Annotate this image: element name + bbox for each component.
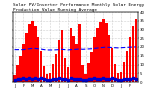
Point (75, 78, 78, 79)
Bar (69, 28, 72, 82)
Point (16, 78, 19, 79)
Point (43, 78, 45, 80)
Bar (64, 57, 66, 82)
Bar (19, 56, 22, 82)
Point (132, 78, 134, 79)
Bar (72, 36, 75, 82)
Point (22, 78, 25, 79)
Point (114, 78, 116, 80)
Point (120, 79, 122, 80)
Bar (93, 37, 96, 82)
Point (135, 78, 137, 79)
Bar (96, 28, 99, 82)
Point (90, 78, 93, 80)
Point (40, 77, 42, 79)
Bar (105, 23, 108, 82)
Point (96, 78, 99, 79)
Bar (16, 65, 19, 82)
Text: Solar PV/Inverter Performance Monthly Solar Energy Production Value Running Aver: Solar PV/Inverter Performance Monthly So… (13, 3, 144, 12)
Bar (117, 73, 119, 82)
Point (78, 78, 81, 79)
Bar (37, 36, 40, 82)
Point (72, 78, 75, 80)
Point (126, 78, 128, 80)
Bar (132, 26, 134, 82)
Point (37, 78, 40, 80)
Bar (102, 19, 104, 82)
Point (31, 78, 34, 80)
Point (69, 78, 72, 79)
Bar (67, 67, 69, 82)
Point (108, 78, 111, 80)
Point (13, 79, 16, 81)
Bar (108, 35, 110, 82)
Point (111, 78, 113, 79)
Point (67, 79, 69, 80)
Bar (84, 74, 87, 82)
Point (87, 78, 90, 79)
Bar (87, 63, 90, 82)
Point (105, 78, 108, 79)
Bar (114, 64, 116, 82)
Bar (40, 50, 42, 82)
Point (93, 77, 96, 79)
Point (102, 78, 105, 79)
Bar (31, 21, 34, 82)
Point (61, 78, 63, 80)
Point (129, 78, 131, 79)
Bar (78, 24, 81, 82)
Bar (81, 64, 84, 82)
Bar (123, 62, 125, 82)
Point (19, 79, 22, 80)
Bar (22, 44, 25, 82)
Point (46, 79, 48, 81)
Bar (75, 44, 78, 82)
Bar (34, 26, 36, 82)
Bar (111, 48, 113, 82)
Bar (28, 24, 31, 82)
Bar (49, 73, 51, 82)
Bar (25, 33, 28, 82)
Point (55, 78, 57, 80)
Point (99, 78, 102, 79)
Point (34, 78, 36, 79)
Bar (58, 40, 60, 82)
Point (64, 79, 66, 80)
Point (123, 78, 125, 79)
Point (81, 79, 84, 80)
Bar (120, 72, 122, 82)
Bar (129, 36, 131, 82)
Point (25, 78, 28, 80)
Bar (90, 52, 93, 82)
Point (49, 79, 51, 81)
Point (117, 79, 119, 80)
Bar (126, 50, 128, 82)
Bar (43, 66, 45, 82)
Bar (135, 19, 137, 82)
Point (58, 78, 60, 79)
Bar (55, 54, 57, 82)
Bar (61, 30, 63, 82)
Point (52, 78, 54, 79)
Bar (99, 22, 102, 82)
Bar (13, 75, 16, 82)
Point (28, 77, 31, 79)
Bar (52, 64, 54, 82)
Point (84, 79, 87, 81)
Bar (46, 74, 48, 82)
